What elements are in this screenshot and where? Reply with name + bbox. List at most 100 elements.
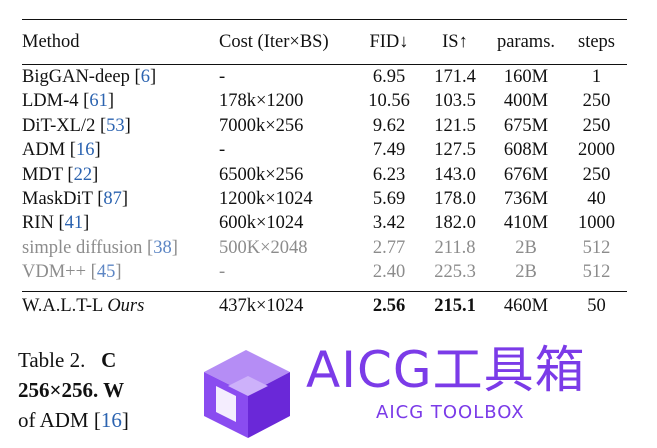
ours-method-name: W.A.L.T-L	[22, 295, 103, 316]
method-name: MaskDiT	[22, 189, 93, 210]
cell-cost: 600k×1024	[219, 213, 304, 234]
cell-method: LDM-4 [61]	[22, 91, 114, 112]
caption-line2-tail: . W	[92, 378, 125, 402]
table-row: LDM-4 [61] 178k×1200 10.56 103.5 400M 250	[22, 89, 627, 113]
citation-link[interactable]: 22	[73, 164, 93, 185]
cell-cost: 1200k×1024	[219, 189, 313, 210]
cell-cost: 6500k×256	[219, 164, 304, 185]
header-is: IS↑	[442, 32, 468, 52]
ours-tag: Ours	[107, 295, 145, 316]
caption-line-3: of ADM [16]	[18, 405, 129, 435]
cell-method: BigGAN-deep [6]	[22, 67, 157, 87]
header-row: Method Cost (Iter×BS) FID↓ IS↑ params. s…	[22, 20, 627, 64]
watermark: AICG工具箱 AICG TOOLBOX	[184, 322, 644, 444]
table-row: DiT-XL/2 [53] 7000k×256 9.62 121.5 675M 250	[22, 114, 627, 138]
method-name: LDM-4	[22, 91, 79, 112]
caption-line3-text: of ADM [	[18, 408, 101, 432]
aicg-logo-icon	[204, 350, 290, 438]
watermark-subtitle: AICG TOOLBOX	[376, 402, 525, 423]
cell-params: 736M	[503, 189, 549, 210]
citation-link[interactable]: 6	[140, 67, 150, 87]
cell-method: simple diffusion [38]	[22, 237, 178, 258]
method-name: DiT-XL/2	[22, 115, 96, 136]
ours-steps: 50	[587, 295, 606, 316]
header-rule	[22, 64, 627, 65]
cell-params: 160M	[503, 67, 549, 87]
cell-steps: 250	[582, 91, 611, 112]
cell-fid: 6.23	[372, 164, 406, 185]
cell-is: 178.0	[434, 189, 476, 210]
citation-link[interactable]: 61	[89, 91, 108, 112]
method-name: RIN	[22, 213, 54, 234]
cell-params: 2B	[515, 237, 537, 258]
table-row: BigGAN-deep [6] - 6.95 171.4 160M 1	[22, 65, 627, 89]
ours-is: 215.1	[434, 295, 476, 316]
cell-is: 171.4	[434, 67, 476, 87]
table-row: ADM [16] - 7.49 127.5 608M 2000	[22, 138, 627, 162]
ours-rule	[22, 290, 627, 292]
cell-method: VDM++ [45]	[22, 262, 122, 283]
cell-fid: 5.69	[372, 189, 406, 210]
cell-cost: -	[219, 140, 226, 161]
cell-method: RIN [41]	[22, 213, 90, 234]
cell-is: 211.8	[434, 237, 476, 258]
cell-fid: 7.49	[372, 140, 406, 161]
table-row: RIN [41] 600k×1024 3.42 182.0 410M 1000	[22, 211, 627, 235]
cell-cost: -	[219, 67, 226, 87]
cell-method: DiT-XL/2 [53]	[22, 115, 131, 136]
cell-is: 127.5	[434, 140, 476, 161]
cell-fid: 6.95	[372, 67, 406, 87]
citation-link[interactable]: 16	[75, 140, 95, 161]
main-rows: BigGAN-deep [6] -6.95 171.4 160M 1 LDM-4 [61]…	[22, 65, 627, 285]
cell-fid: 10.56	[368, 91, 410, 112]
cell-cost: -	[219, 262, 226, 283]
method-name: simple diffusion	[22, 237, 143, 258]
citation-link[interactable]: 41	[64, 213, 84, 234]
cell-fid: 3.42	[372, 213, 406, 234]
ours-fid: 2.56	[372, 295, 406, 316]
ours-cost: 437k×1024	[219, 295, 304, 316]
header-method: Method	[22, 32, 80, 52]
citation-link[interactable]: 53	[106, 115, 125, 136]
ours-table: W.A.L.T-L Ours 437k×1024 2.56 215.1 460M…	[22, 292, 627, 320]
cell-steps: 250	[582, 164, 611, 185]
cell-steps: 512	[582, 237, 611, 258]
citation-link[interactable]: 45	[96, 262, 116, 283]
cell-steps: 40	[587, 189, 606, 210]
header-cost: Cost (Iter×BS)	[219, 32, 329, 52]
top-rule	[22, 19, 627, 20]
cell-params: 676M	[503, 164, 549, 185]
cell-steps: 250	[582, 115, 611, 136]
caption-cite[interactable]: 16	[100, 408, 122, 432]
caption-resolution: 256×256	[18, 378, 93, 402]
results-table-block: Method Cost (Iter×BS) FID↓ IS↑ params. s…	[22, 19, 627, 320]
cell-params: 675M	[503, 115, 549, 136]
cell-cost: 500K×2048	[219, 237, 308, 258]
ours-row: W.A.L.T-L Ours 437k×1024 2.56 215.1 460M…	[22, 292, 627, 320]
header-params: params.	[496, 32, 556, 52]
citation-link[interactable]: 87	[103, 189, 122, 210]
cell-steps: 512	[582, 262, 611, 283]
cell-is: 103.5	[434, 91, 476, 112]
citation-link[interactable]: 38	[153, 237, 172, 258]
cell-params: 410M	[503, 213, 549, 234]
table-caption: Table 2. C 256×256. W of ADM [16]	[18, 345, 129, 435]
cell-method: ADM [16]	[22, 140, 101, 161]
ours-params: 460M	[503, 295, 549, 316]
caption-line-1: Table 2. C	[18, 345, 129, 375]
caption-line3-tail: ]	[121, 408, 129, 432]
table-row: simple diffusion [38] 500K×2048 2.77 211.8 2…	[22, 236, 627, 260]
cell-params: 2B	[515, 262, 537, 283]
table-row: MaskDiT [87] 1200k×1024 5.69 178.0 736M 40	[22, 187, 627, 211]
cell-params: 608M	[503, 140, 549, 161]
cell-fid: 9.62	[372, 115, 406, 136]
caption-line1-tail: C	[101, 348, 117, 372]
table-row: VDM++ [45] - 2.40 225.3 2B 512	[22, 260, 627, 284]
cell-is: 182.0	[434, 213, 476, 234]
header-steps: steps	[578, 32, 615, 52]
method-name: VDM++	[22, 262, 87, 283]
caption-label: Table 2.	[18, 348, 86, 372]
cell-params: 400M	[503, 91, 549, 112]
cell-cost: 7000k×256	[219, 115, 304, 136]
cell-method: MDT [22]	[22, 164, 99, 185]
